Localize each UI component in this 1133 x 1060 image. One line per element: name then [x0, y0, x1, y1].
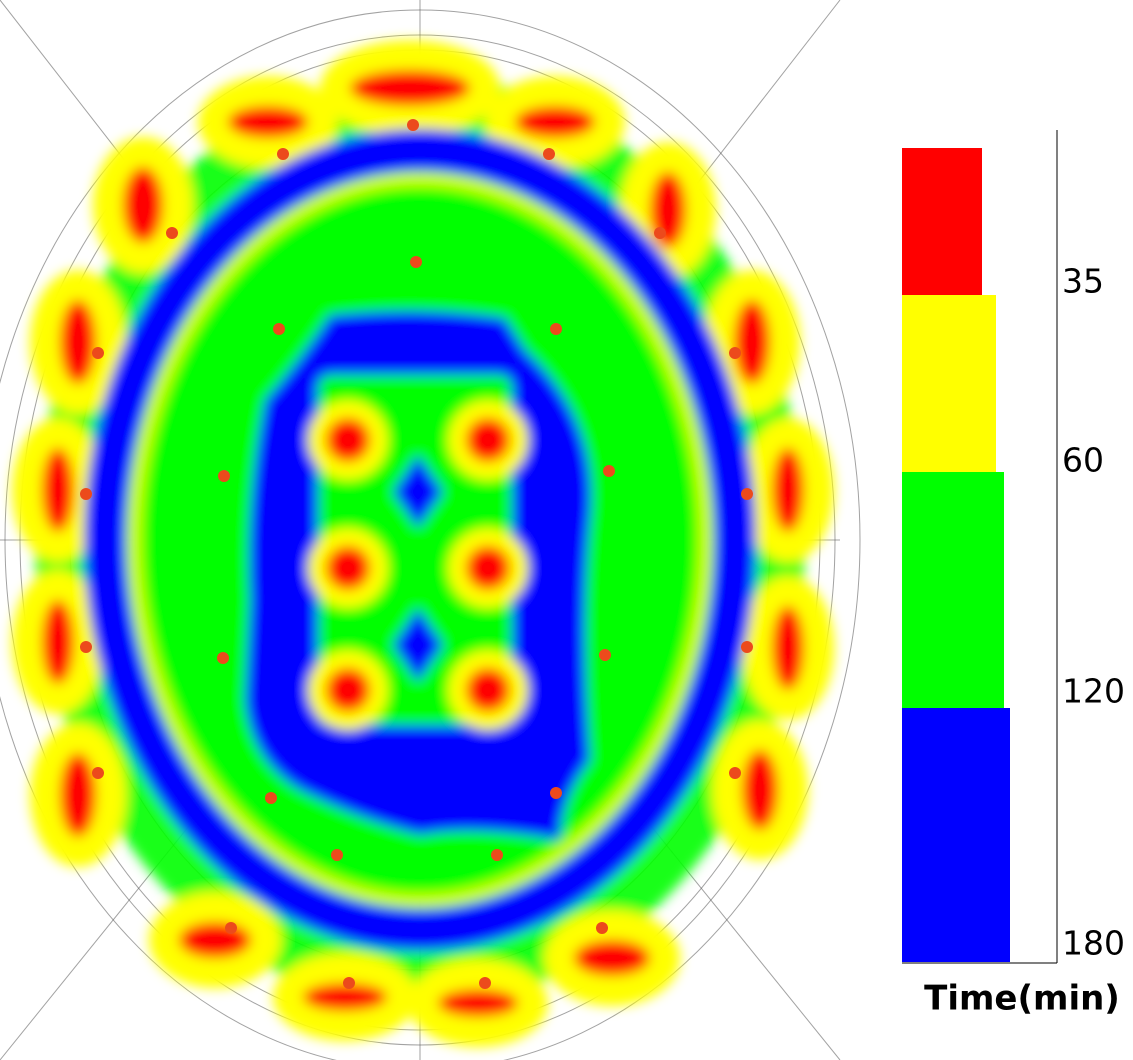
exit-marker	[343, 977, 355, 989]
heat-spot	[228, 106, 308, 138]
heat-spot	[42, 600, 74, 684]
legend: 35 60 120 180 Time(min)	[902, 130, 1125, 1019]
heat-spot	[303, 983, 387, 1011]
heat-spot	[772, 448, 804, 532]
exit-marker	[410, 256, 422, 268]
heat-spot	[466, 546, 510, 590]
heat-spot	[772, 606, 804, 690]
heat-spot	[326, 668, 370, 712]
exit-marker	[729, 767, 741, 779]
exit-marker	[92, 347, 104, 359]
exit-marker	[603, 465, 615, 477]
heat-spot	[179, 922, 251, 958]
exit-marker	[479, 977, 491, 989]
legend-tick: 60	[1062, 441, 1104, 480]
exit-marker	[80, 488, 92, 500]
heat-spot	[734, 300, 770, 384]
exit-marker	[599, 649, 611, 661]
heat-spot	[42, 448, 74, 532]
exit-marker	[166, 227, 178, 239]
exit-marker	[80, 641, 92, 653]
exit-marker	[277, 148, 289, 160]
legend-tick: 180	[1062, 924, 1125, 963]
heat-spot	[326, 546, 370, 590]
heat-spot	[515, 106, 595, 138]
exit-marker	[218, 470, 230, 482]
heat-spot	[60, 300, 96, 384]
legend-title: Time(min)	[924, 979, 1120, 1019]
heat-spot	[742, 750, 778, 830]
exit-marker	[729, 347, 741, 359]
exit-marker	[265, 792, 277, 804]
exit-marker	[217, 652, 229, 664]
exit-marker	[331, 849, 343, 861]
legend-swatch	[902, 472, 1004, 708]
exit-marker	[741, 488, 753, 500]
heat-spot	[466, 418, 510, 462]
legend-swatch	[902, 148, 982, 295]
exit-marker	[654, 227, 666, 239]
exit-marker	[273, 323, 285, 335]
exit-marker	[92, 767, 104, 779]
heatmap	[12, 40, 834, 1047]
exit-marker	[491, 849, 503, 861]
heat-spot	[466, 668, 510, 712]
heat-spot	[574, 940, 650, 976]
exit-marker	[596, 922, 608, 934]
legend-swatch	[902, 295, 996, 472]
heat-spot	[438, 989, 518, 1017]
heat-spot	[60, 753, 96, 837]
heat-spot	[123, 167, 163, 243]
exit-marker	[543, 148, 555, 160]
exit-marker	[225, 922, 237, 934]
exit-marker	[550, 323, 562, 335]
exit-marker	[407, 119, 419, 131]
heat-spot	[350, 70, 470, 106]
exit-markers	[80, 119, 753, 989]
heat-spot	[326, 418, 370, 462]
legend-tick: 35	[1062, 262, 1104, 301]
legend-swatch	[902, 708, 1010, 962]
legend-tick: 120	[1062, 672, 1125, 711]
exit-marker	[741, 641, 753, 653]
exit-marker	[550, 787, 562, 799]
